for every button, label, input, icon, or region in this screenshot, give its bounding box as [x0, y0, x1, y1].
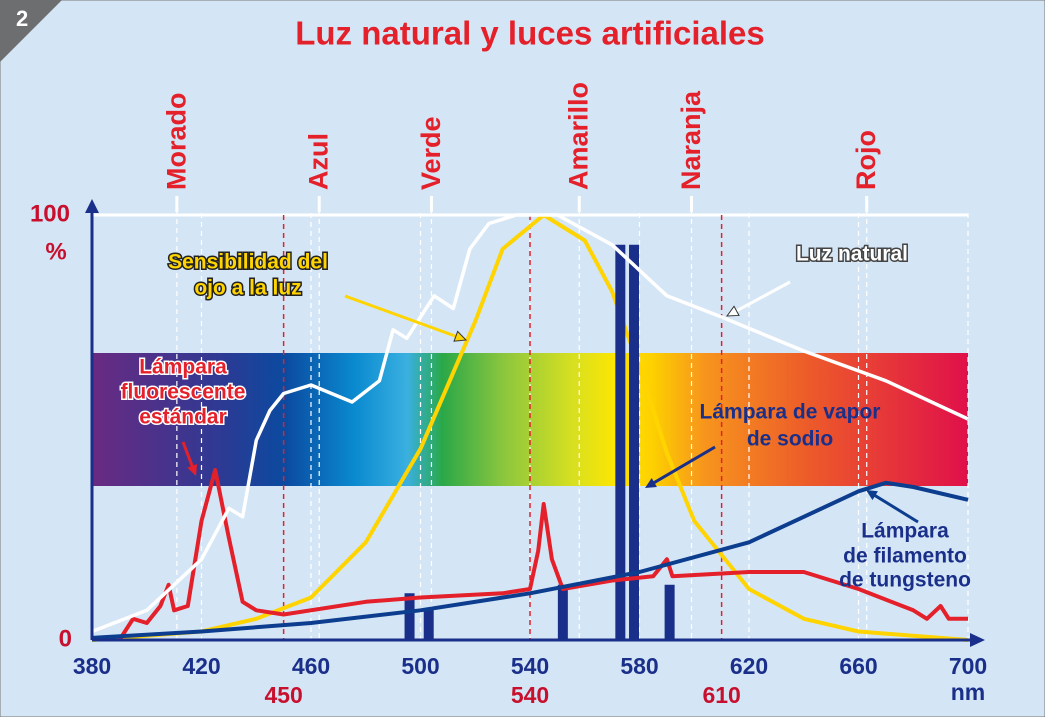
line: [91, 480, 969, 640]
series-label: de tungsteno: [839, 569, 971, 592]
band-label: Morado: [161, 93, 191, 190]
marked-label: 610: [702, 682, 740, 708]
series-label: ojo a la luz: [194, 277, 301, 300]
y-axis-label: %: [45, 238, 66, 265]
arrow-head: [187, 464, 198, 476]
y-arrow: [85, 199, 99, 213]
series-label: de filamento: [843, 545, 967, 568]
arrow: [733, 280, 791, 314]
bar: [404, 593, 415, 640]
y-tick-label: 100: [30, 200, 70, 227]
arrow: [181, 441, 195, 470]
badge: 2: [16, 6, 28, 31]
x-arrow: [970, 633, 985, 647]
series-label: Lámpara: [861, 520, 949, 543]
x-tick-label: 580: [620, 653, 658, 679]
arrow-head: [645, 478, 657, 488]
arrow: [651, 445, 716, 486]
x-tick-label: 460: [292, 653, 330, 679]
band-label: Verde: [416, 116, 446, 190]
chart-title: Luz natural y luces artificiales: [295, 15, 765, 52]
line: [117, 468, 968, 642]
bar: [423, 608, 434, 640]
band-label: Rojo: [851, 130, 881, 190]
arrow-head: [725, 305, 740, 317]
series-label: estándar: [139, 406, 227, 429]
x-tick-label: 620: [730, 653, 768, 679]
series-label: de sodio: [747, 428, 833, 451]
bar: [629, 244, 640, 640]
bar: [615, 244, 626, 640]
x-tick-label: 700: [949, 653, 987, 679]
y-tick-label: 0: [59, 625, 72, 652]
line: [91, 213, 969, 642]
marked-label: 450: [264, 682, 302, 708]
series-label: Lámpara de vapor: [700, 401, 881, 424]
arrow-head: [866, 490, 878, 501]
bar: [664, 584, 675, 640]
x-tick-label: 500: [401, 653, 439, 679]
series-label: Sensibilidad del: [168, 251, 328, 274]
x-axis-label: nm: [951, 679, 986, 705]
series-label: fluorescente: [121, 381, 246, 404]
series-label: Luz natural: [796, 243, 908, 266]
x-tick-label: 540: [511, 653, 549, 679]
band-label: Amarillo: [564, 82, 594, 190]
arrow: [344, 294, 459, 339]
x-tick-label: 420: [182, 653, 220, 679]
arrow: [872, 492, 919, 524]
marked-label: 540: [511, 682, 549, 708]
band-label: Naranja: [676, 90, 706, 190]
badge-bg: [0, 0, 62, 62]
series-label: Lámpara: [139, 356, 227, 379]
x-tick-label: 660: [839, 653, 877, 679]
band-label: Azul: [304, 133, 334, 190]
x-tick-label: 380: [73, 653, 111, 679]
line: [91, 213, 969, 634]
bar: [557, 584, 568, 640]
arrow-head: [453, 330, 468, 342]
